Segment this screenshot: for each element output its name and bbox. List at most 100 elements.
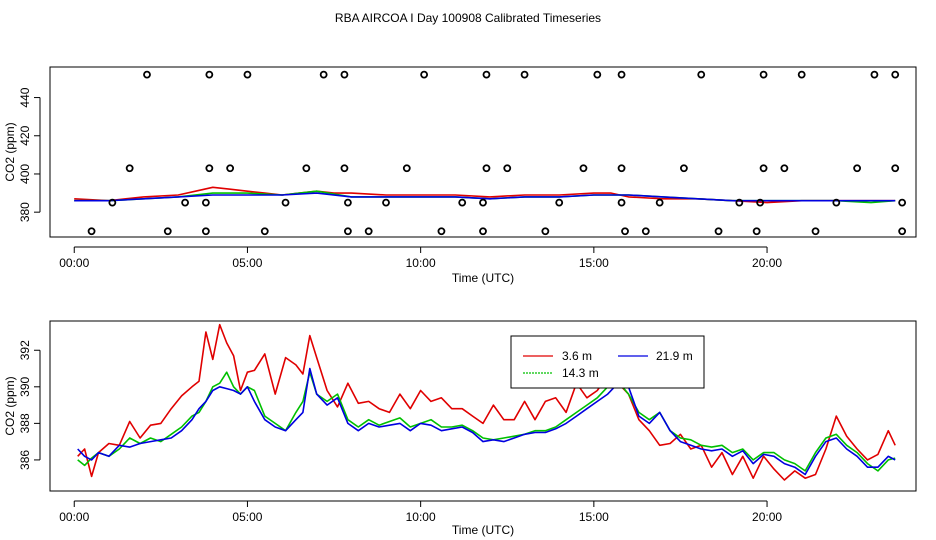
- top-data-point: [340, 70, 349, 79]
- top-data-point: [201, 198, 210, 207]
- legend-label-14-3m: 14.3 m: [562, 366, 599, 380]
- legend-label-21-9m: 21.9 m: [656, 349, 693, 363]
- top-data-point: [382, 198, 390, 207]
- top-data-point: [402, 164, 411, 173]
- top-data-point: [482, 164, 491, 173]
- top-data-point: [437, 227, 446, 236]
- top-data-point: [87, 227, 96, 236]
- top-data-point: [108, 198, 117, 207]
- top-x-tick-label: 15:00: [579, 256, 609, 270]
- top-data-point: [260, 227, 269, 236]
- bottom-y-tick-label: 388: [18, 413, 32, 433]
- top-data-point: [891, 70, 900, 79]
- top-data-point: [759, 164, 768, 173]
- top-y-tick-label: 400: [18, 164, 32, 184]
- figure-title: RBA AIRCOA I Day 100908 Calibrated Times…: [335, 11, 601, 25]
- top-series-21-9-m: [74, 192, 896, 202]
- top-data-point: [555, 198, 564, 207]
- top-data-point: [479, 198, 487, 207]
- top-x-ticks: 00:00 05:00 10:00 15:00 20:00: [59, 246, 782, 270]
- top-series-lines: [74, 186, 896, 204]
- top-data-point: [898, 198, 907, 207]
- bottom-x-tick-label: 15:00: [579, 510, 609, 524]
- top-data-point: [617, 70, 626, 79]
- top-data-point: [621, 227, 629, 236]
- top-data-point: [125, 164, 134, 173]
- top-x-tick-label: 20:00: [752, 256, 782, 270]
- top-data-point: [479, 227, 487, 236]
- top-y-tick-label: 440: [18, 87, 32, 107]
- top-x-tick-label: 00:00: [59, 256, 89, 270]
- top-data-point: [756, 198, 765, 207]
- top-data-point: [319, 70, 328, 79]
- top-data-point: [579, 164, 588, 173]
- top-data-point: [780, 164, 789, 173]
- bottom-series-21-9-m: [77, 367, 896, 476]
- bottom-x-tick-label: 20:00: [752, 510, 782, 524]
- bottom-y-tick-label: 386: [18, 450, 32, 470]
- top-data-point: [226, 164, 235, 173]
- top-data-point: [870, 70, 879, 79]
- top-data-point: [797, 70, 806, 79]
- bottom-y-ticks: 386 388 390 392: [18, 340, 41, 470]
- top-data-point: [641, 227, 650, 236]
- bottom-x-axis-label: Time (UTC): [452, 523, 514, 537]
- top-data-point: [143, 70, 151, 79]
- top-x-axis-label: Time (UTC): [452, 271, 514, 285]
- bottom-x-tick-label: 00:00: [59, 510, 89, 524]
- bottom-y-tick-label: 390: [18, 376, 32, 396]
- top-data-point: [520, 70, 529, 79]
- top-data-point: [811, 227, 820, 236]
- top-y-ticks: 380 400 420 440: [18, 87, 41, 222]
- top-data-point: [759, 70, 768, 79]
- top-data-point: [697, 70, 706, 79]
- top-data-point: [344, 227, 352, 236]
- top-data-point: [503, 164, 512, 173]
- bottom-x-tick-label: 10:00: [406, 510, 436, 524]
- top-data-point: [541, 227, 550, 236]
- top-panel: 00:00 05:00 10:00 15:00 20:00 380 400 420 440 T…: [3, 66, 917, 285]
- top-data-point: [714, 227, 723, 236]
- top-data-point: [898, 227, 907, 236]
- top-data-point: [593, 70, 602, 79]
- top-data-point: [617, 164, 626, 173]
- top-data-point: [340, 164, 349, 173]
- top-data-point: [201, 227, 210, 236]
- top-data-point: [163, 227, 172, 236]
- top-data-point: [680, 164, 688, 173]
- top-y-axis-label: CO2 (ppm): [3, 122, 17, 181]
- top-data-point: [364, 227, 373, 236]
- bottom-x-ticks: 00:00 05:00 10:00 15:00 20:00: [59, 500, 782, 524]
- top-plot-frame: [49, 66, 917, 238]
- bottom-y-axis-label: CO2 (ppm): [3, 376, 17, 435]
- bottom-y-tick-label: 392: [18, 340, 32, 360]
- top-data-point: [617, 198, 626, 207]
- top-x-tick-label: 10:00: [406, 256, 436, 270]
- bottom-x-tick-label: 05:00: [232, 510, 262, 524]
- top-data-point: [181, 198, 189, 207]
- top-data-point: [344, 198, 352, 207]
- top-y-tick-label: 380: [18, 202, 32, 222]
- legend-label-3-6m: 3.6 m: [562, 349, 592, 363]
- top-data-point: [420, 70, 429, 79]
- top-data-point: [205, 70, 214, 79]
- bottom-series-3-6-m: [77, 323, 896, 481]
- top-data-point: [891, 164, 900, 173]
- top-data-point: [832, 198, 841, 207]
- top-data-point: [243, 70, 252, 79]
- top-data-point: [735, 198, 744, 207]
- top-y-tick-label: 420: [18, 125, 32, 145]
- top-data-point: [752, 227, 761, 236]
- top-points: [87, 70, 907, 236]
- bottom-plot-frame: [49, 320, 917, 492]
- top-data-point: [853, 164, 862, 173]
- bottom-series-lines: [77, 323, 896, 481]
- top-data-point: [205, 164, 214, 173]
- legend-box: [510, 335, 705, 389]
- legend: 3.6 m 21.9 m 14.3 m: [510, 335, 705, 389]
- top-data-point: [482, 70, 491, 79]
- top-x-tick-label: 05:00: [232, 256, 262, 270]
- top-data-point: [655, 198, 664, 207]
- top-data-point: [302, 164, 311, 173]
